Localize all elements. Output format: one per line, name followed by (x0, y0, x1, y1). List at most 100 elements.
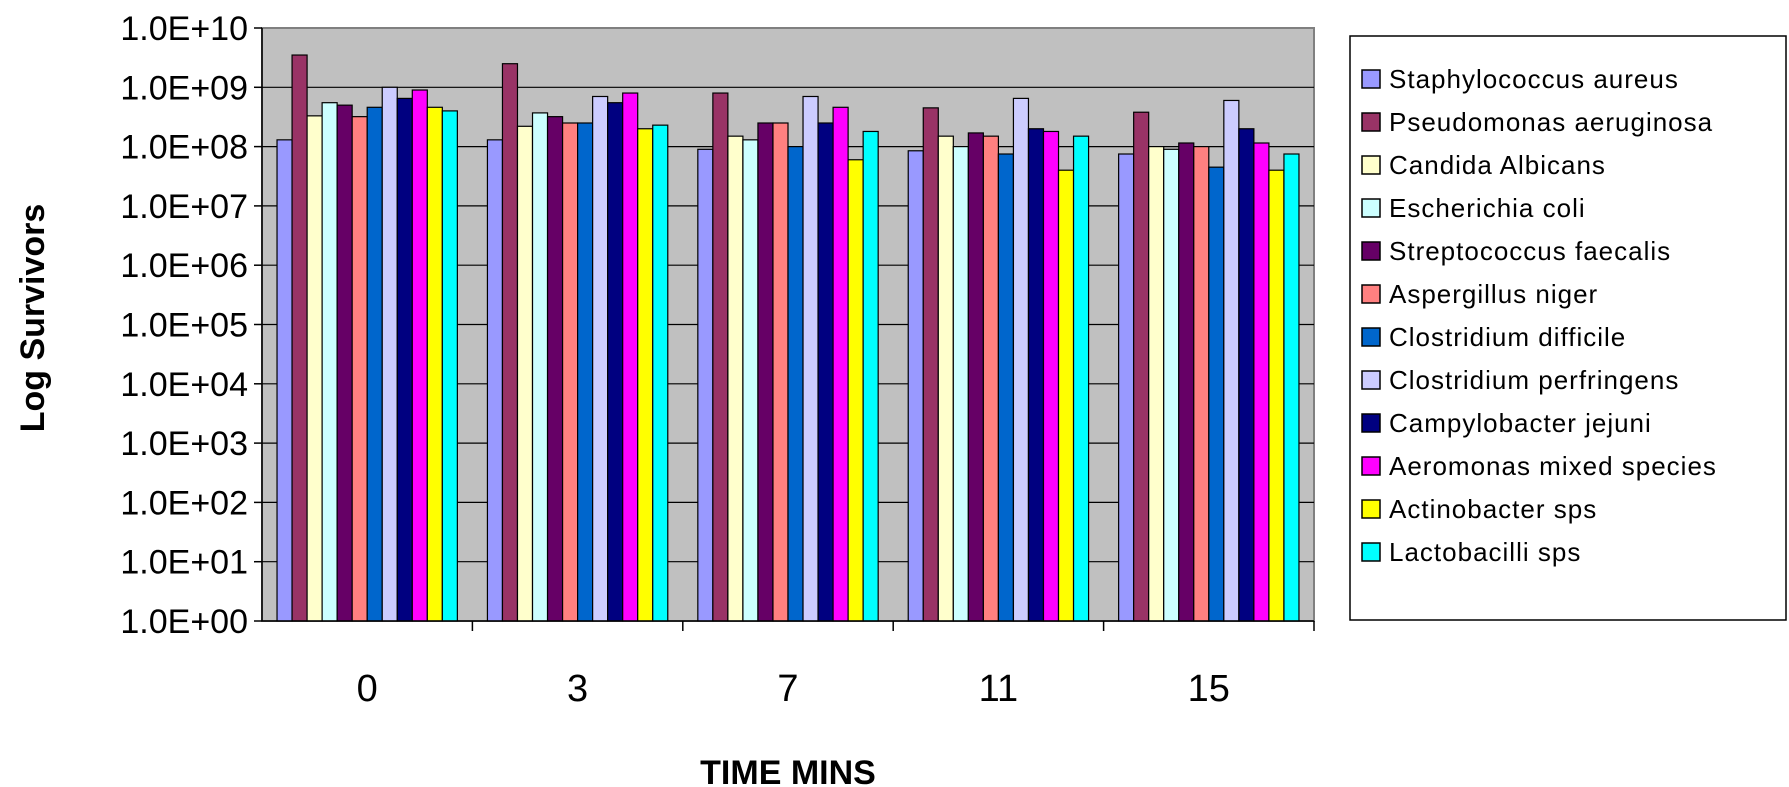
bar (1027, 128, 1045, 622)
x-tick-label: 15 (1188, 668, 1230, 710)
y-tick-label: 1.0E+00 (120, 603, 248, 641)
legend-label: Actinobacter sps (1389, 494, 1597, 524)
legend-label: Aeromonas mixed species (1389, 451, 1717, 481)
y-tick-label: 1.0E+10 (120, 10, 248, 48)
bar (531, 112, 549, 622)
bar (712, 92, 729, 622)
bar (772, 122, 789, 622)
legend-swatch (1361, 413, 1381, 433)
legend-label: Streptococcus faecalis (1389, 236, 1671, 266)
y-tick-label: 1.0E+04 (120, 366, 248, 404)
legend-label: Pseudomonas aeruginosa (1389, 107, 1713, 137)
legend-label: Candida Albicans (1389, 150, 1606, 180)
bar (486, 139, 504, 622)
x-tick-label: 7 (777, 668, 798, 710)
bar (607, 102, 624, 622)
legend-swatch (1361, 241, 1381, 261)
bar (306, 115, 323, 622)
bar (291, 54, 308, 622)
legend-swatch (1361, 370, 1381, 390)
bar (1133, 111, 1150, 622)
y-tick-label: 1.0E+09 (120, 69, 248, 107)
bar (1268, 169, 1285, 622)
bar (1223, 99, 1240, 622)
legend-swatch (1361, 327, 1381, 347)
bar (1072, 135, 1090, 622)
bar (757, 122, 774, 622)
legend-swatch (1361, 456, 1381, 476)
bar (1042, 130, 1060, 622)
x-tick-label: 11 (979, 668, 1018, 710)
y-tick-label: 1.0E+05 (120, 307, 248, 345)
bar (381, 86, 398, 622)
legend-label: Escherichia coli (1389, 193, 1586, 223)
y-tick-label: 1.0E+08 (120, 129, 248, 167)
bar (847, 159, 864, 622)
legend-swatch (1361, 198, 1381, 218)
bar (937, 135, 954, 622)
y-tick-label: 1.0E+06 (120, 247, 248, 285)
bar (817, 122, 834, 622)
bar (862, 130, 879, 622)
y-tick-label: 1.0E+02 (120, 484, 248, 522)
y-tick-label: 1.0E+03 (120, 425, 248, 463)
bar (516, 125, 534, 622)
bar (997, 153, 1015, 622)
legend-swatch (1361, 284, 1381, 304)
legend-label: Aspergillus niger (1389, 279, 1598, 309)
bars (276, 54, 1300, 622)
legend-swatch (1361, 542, 1381, 562)
bar (1118, 153, 1135, 622)
bar (622, 92, 639, 622)
bar (1283, 153, 1300, 622)
legend-label: Clostridium difficile (1389, 322, 1626, 352)
x-tick-label: 3 (567, 668, 588, 710)
y-tick-label: 1.0E+07 (120, 188, 248, 226)
bar (1238, 128, 1255, 622)
bar (922, 107, 939, 622)
bar (832, 106, 849, 622)
bar (426, 106, 443, 622)
bar (396, 97, 413, 622)
x-axis-title: TIME MINS (700, 754, 876, 787)
legend-swatch (1361, 112, 1381, 132)
bar (366, 106, 383, 622)
bar (351, 116, 368, 622)
legend-box (1349, 35, 1787, 621)
legend-label: Campylobacter jejuni (1389, 408, 1652, 438)
bar (637, 128, 654, 622)
bar (561, 122, 579, 622)
bar (907, 150, 924, 622)
legend: Staphylococcus aureus Pseudomonas aerugin… (1349, 35, 1787, 621)
bar (1148, 146, 1165, 622)
bar (1208, 166, 1225, 622)
bar (967, 132, 984, 622)
bar (321, 102, 338, 622)
bar (787, 146, 804, 622)
bar (592, 95, 609, 622)
legend-label: Clostridium perfringens (1389, 365, 1679, 395)
legend-swatch (1361, 69, 1381, 89)
bar (742, 139, 759, 622)
bar (276, 139, 293, 622)
legend-label: Staphylococcus aureus (1389, 64, 1679, 94)
axes: 1.0E+00 1.0E+01 1.0E+02 1.0E+03 1.0E+04 1.0E+… (120, 10, 1315, 710)
bar (1193, 146, 1210, 622)
y-axis-title: Log Survivors (14, 204, 52, 433)
bar (576, 122, 594, 622)
legend-label: Lactobacilli sps (1389, 537, 1581, 567)
bar (1253, 142, 1270, 622)
bar (1057, 169, 1075, 622)
legend-swatch (1361, 155, 1381, 175)
x-tick-label: 0 (357, 668, 378, 710)
bar (697, 148, 714, 622)
bar (952, 146, 969, 622)
bar (411, 89, 428, 622)
bar (727, 135, 744, 622)
bar (982, 135, 999, 622)
bar (1178, 142, 1195, 622)
bar (802, 95, 819, 622)
bar (546, 116, 564, 622)
bar (441, 110, 458, 622)
